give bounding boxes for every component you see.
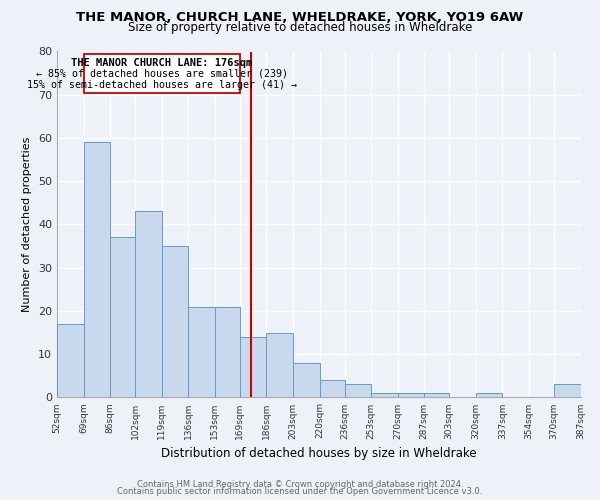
Text: Contains HM Land Registry data © Crown copyright and database right 2024.: Contains HM Land Registry data © Crown c…	[137, 480, 463, 489]
Bar	[554, 384, 581, 398]
Bar	[266, 332, 293, 398]
Bar	[344, 384, 371, 398]
Bar	[110, 238, 135, 398]
Bar	[476, 393, 502, 398]
Bar	[83, 142, 110, 398]
Text: Contains public sector information licensed under the Open Government Licence v3: Contains public sector information licen…	[118, 487, 482, 496]
Text: 15% of semi-detached houses are larger (41) →: 15% of semi-detached houses are larger (…	[27, 80, 297, 90]
Bar	[320, 380, 344, 398]
X-axis label: Distribution of detached houses by size in Wheldrake: Distribution of detached houses by size …	[161, 447, 476, 460]
Text: THE MANOR, CHURCH LANE, WHELDRAKE, YORK, YO19 6AW: THE MANOR, CHURCH LANE, WHELDRAKE, YORK,…	[76, 11, 524, 24]
Y-axis label: Number of detached properties: Number of detached properties	[22, 137, 32, 312]
Bar	[424, 393, 449, 398]
Bar	[57, 324, 83, 398]
FancyBboxPatch shape	[83, 54, 240, 92]
Bar	[371, 393, 398, 398]
Bar	[188, 306, 215, 398]
Bar	[215, 306, 240, 398]
Text: THE MANOR CHURCH LANE: 176sqm: THE MANOR CHURCH LANE: 176sqm	[71, 58, 253, 68]
Bar	[398, 393, 424, 398]
Text: Size of property relative to detached houses in Wheldrake: Size of property relative to detached ho…	[128, 21, 472, 34]
Bar	[293, 363, 320, 398]
Bar	[135, 212, 162, 398]
Bar	[162, 246, 188, 398]
Text: ← 85% of detached houses are smaller (239): ← 85% of detached houses are smaller (23…	[36, 68, 288, 78]
Bar	[240, 337, 266, 398]
